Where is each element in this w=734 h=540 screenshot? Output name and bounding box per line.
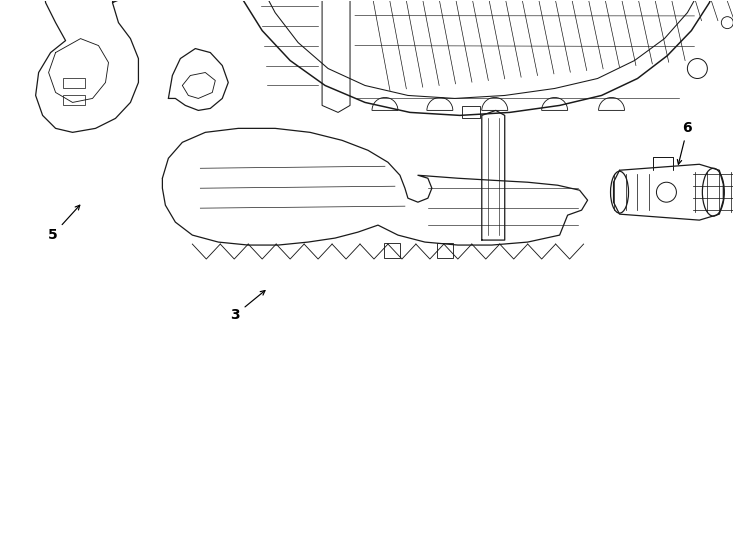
Bar [437, 243, 453, 258]
Text: 5: 5 [48, 205, 80, 242]
Bar [462, 106, 480, 118]
Bar [62, 96, 84, 105]
Text: 1: 1 [0, 539, 1, 540]
Text: 4: 4 [0, 539, 1, 540]
Text: 2: 2 [0, 539, 1, 540]
Text: 3: 3 [230, 291, 265, 322]
Bar [62, 78, 84, 89]
Text: 6: 6 [677, 122, 692, 164]
Bar [384, 243, 400, 258]
